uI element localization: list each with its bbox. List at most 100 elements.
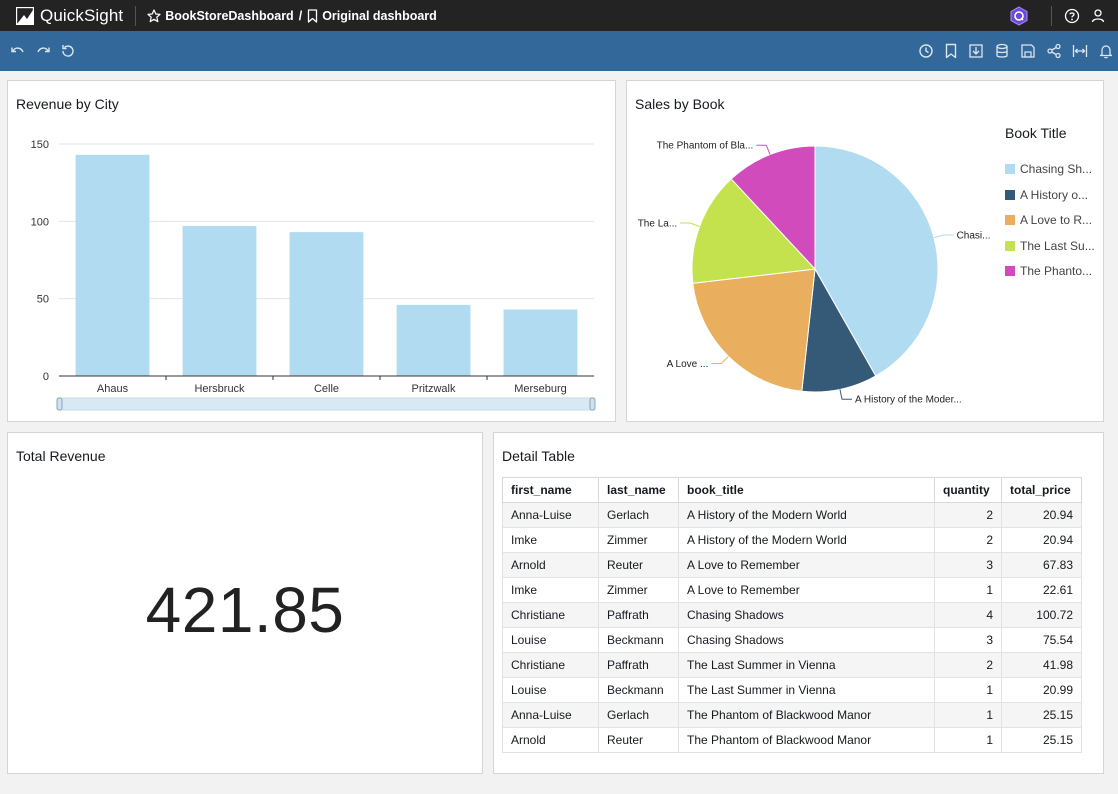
table-cell-last-name: Gerlach — [598, 702, 679, 728]
column-header-quantity[interactable]: quantity — [934, 477, 1002, 503]
bar[interactable] — [75, 154, 150, 376]
pie-slice[interactable] — [691, 178, 817, 284]
legend-item[interactable]: The Last Su... — [1005, 239, 1095, 253]
user-icon[interactable] — [1090, 8, 1106, 24]
help-icon[interactable] — [1064, 8, 1080, 24]
quicksight-q-icon[interactable] — [1009, 5, 1029, 26]
pie-slice[interactable] — [814, 145, 939, 377]
table-cell-total-price: 25.15 — [1001, 702, 1082, 728]
table-cell-quantity: 1 — [934, 727, 1002, 753]
table-cell-first-name: Imke — [502, 577, 599, 603]
table-cell-total-price: 41.98 — [1001, 652, 1082, 678]
scrollbar-handle-right[interactable] — [589, 397, 596, 411]
slice-label: Chasi... — [957, 231, 991, 242]
table-cell-book-title: The Last Summer in Vienna — [678, 652, 935, 678]
slice-leader-line — [933, 234, 954, 239]
x-tick-label: Pritzwalk — [411, 383, 456, 395]
column-header-first-name[interactable]: first_name — [502, 477, 599, 503]
table-cell-book-title: A Love to Remember — [678, 552, 935, 578]
sales-by-book-visual[interactable]: Sales by Book Chasi... A History of the M… — [626, 80, 1104, 422]
total-revenue-visual[interactable]: Total Revenue 421.85 — [7, 432, 483, 774]
detail-table-visual[interactable]: Detail Table first_name last_name book_t… — [493, 432, 1104, 774]
table-row[interactable]: Christiane Paffrath Chasing Shadows 4 100.72 — [502, 602, 1082, 628]
table-row[interactable]: Louise Beckmann Chasing Shadows 3 75.54 — [502, 627, 1082, 653]
alert-bell-icon[interactable] — [1098, 43, 1114, 59]
table-cell-first-name: Anna-Luise — [502, 702, 599, 728]
bookmark-icon[interactable] — [944, 43, 958, 59]
table-cell-first-name: Louise — [502, 627, 599, 653]
save-icon[interactable] — [1020, 43, 1036, 59]
column-header-total-price[interactable]: total_price — [1001, 477, 1082, 503]
table-row[interactable]: Imke Zimmer A Love to Remember 1 22.61 — [502, 577, 1082, 603]
table-row[interactable]: Anna-Luise Gerlach A History of the Modern… — [502, 502, 1082, 528]
x-tick-label: Merseburg — [514, 383, 567, 395]
pie-slice[interactable] — [730, 145, 816, 271]
table-cell-quantity: 1 — [934, 577, 1002, 603]
table-cell-last-name: Reuter — [598, 727, 679, 753]
scrollbar-handle-left[interactable] — [56, 397, 63, 411]
table-cell-total-price: 67.83 — [1001, 552, 1082, 578]
star-icon[interactable] — [147, 8, 161, 23]
table-cell-first-name: Arnold — [502, 552, 599, 578]
pie-slice[interactable] — [692, 268, 816, 392]
legend-item[interactable]: A History o... — [1005, 188, 1088, 202]
legend-title: Book Title — [1005, 125, 1067, 141]
divider — [1051, 5, 1052, 26]
pie-slice[interactable] — [801, 267, 877, 393]
column-header-book-title[interactable]: book_title — [678, 477, 935, 503]
visual-title: Revenue by City — [16, 96, 119, 112]
legend-item[interactable]: Chasing Sh... — [1005, 162, 1092, 176]
table-cell-total-price: 20.94 — [1001, 502, 1082, 528]
table-header-row: first_name last_name book_title quantity… — [502, 477, 1082, 503]
table-row[interactable]: Louise Beckmann The Last Summer in Vienna 1… — [502, 677, 1082, 703]
slice-label: The La... — [638, 219, 677, 230]
quicksight-logo[interactable]: QuickSight — [16, 6, 123, 26]
table-row[interactable]: Imke Zimmer A History of the Modern World 2… — [502, 527, 1082, 553]
bar[interactable] — [289, 232, 364, 376]
schedule-icon[interactable] — [918, 43, 934, 59]
table-cell-last-name: Gerlach — [598, 502, 679, 528]
undo-icon[interactable] — [10, 43, 26, 59]
column-header-last-name[interactable]: last_name — [598, 477, 679, 503]
share-icon[interactable] — [1046, 43, 1062, 59]
table-cell-first-name: Anna-Luise — [502, 502, 599, 528]
redo-icon[interactable] — [35, 43, 51, 59]
legend-swatch — [1005, 240, 1015, 251]
table-cell-first-name: Louise — [502, 677, 599, 703]
table-row[interactable]: Arnold Reuter A Love to Remember 3 67.83 — [502, 552, 1082, 578]
kpi-value: 421.85 — [145, 574, 345, 646]
y-tick-label: 0 — [43, 371, 49, 383]
chart-scrollbar[interactable] — [58, 397, 595, 411]
table-row[interactable]: Arnold Reuter The Phantom of Blackwood Man… — [502, 727, 1082, 753]
table-cell-first-name: Arnold — [502, 727, 599, 753]
table-cell-last-name: Reuter — [598, 552, 679, 578]
legend-swatch — [1005, 266, 1015, 276]
x-tick-label: Hersbruck — [194, 383, 245, 395]
table-row[interactable]: Christiane Paffrath The Last Summer in Vie… — [502, 652, 1082, 678]
slice-label: The Phantom of Bla... — [657, 141, 754, 152]
table-cell-last-name: Beckmann — [598, 627, 679, 653]
dataset-icon[interactable] — [994, 43, 1010, 59]
table-row[interactable]: Anna-Luise Gerlach The Phantom of Blackwoo… — [502, 702, 1082, 728]
legend-item[interactable]: A Love to R... — [1005, 213, 1092, 227]
breadcrumb-analysis[interactable]: BookStoreDashboard — [165, 8, 294, 23]
legend-swatch — [1005, 164, 1015, 174]
visual-title: Detail Table — [502, 448, 575, 464]
table-cell-book-title: Chasing Shadows — [678, 602, 935, 628]
fit-width-icon[interactable] — [1072, 43, 1088, 59]
y-tick-label: 100 — [31, 216, 49, 228]
table-cell-book-title: The Phantom of Blackwood Manor — [678, 702, 935, 728]
export-icon[interactable] — [968, 43, 984, 59]
reset-icon[interactable] — [60, 43, 76, 59]
bar[interactable] — [396, 304, 471, 376]
legend-item[interactable]: The Phanto... — [1005, 264, 1092, 278]
breadcrumb-sheet[interactable]: Original dashboard — [322, 8, 437, 23]
table-cell-last-name: Zimmer — [598, 577, 679, 603]
breadcrumb: BookStoreDashboard / Original dashboard — [147, 9, 437, 23]
slice-label: A Love ... — [667, 359, 709, 370]
bar[interactable] — [503, 309, 578, 376]
revenue-by-city-visual[interactable]: Revenue by City 0 50 100 150 Ahaus Hersbruck C… — [7, 80, 616, 422]
table-cell-first-name: Christiane — [502, 652, 599, 678]
slice-leader-line — [756, 144, 771, 155]
bar[interactable] — [182, 225, 257, 376]
